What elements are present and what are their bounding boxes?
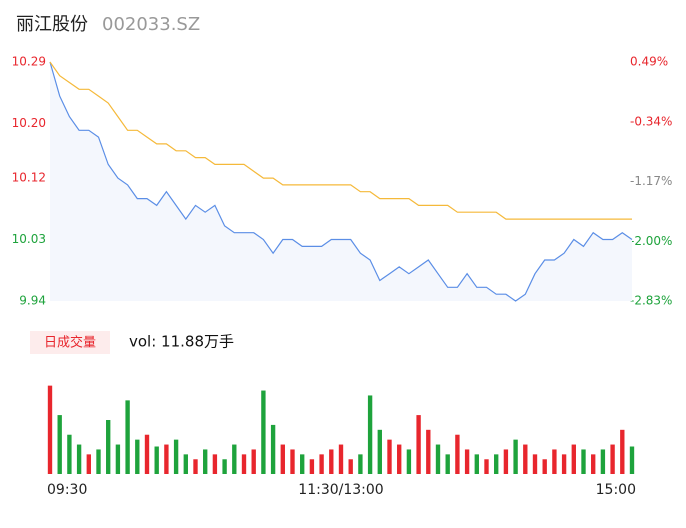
volume-bar: [270, 424, 276, 474]
volume-bar: [629, 446, 635, 474]
y2-tick-label: -2.83%: [630, 294, 672, 308]
volume-bar: [387, 439, 392, 474]
volume-bar: [164, 444, 169, 474]
volume-bar: [426, 429, 431, 474]
volume-bar: [106, 420, 111, 474]
volume-bar: [397, 444, 402, 474]
volume-bar: [300, 454, 305, 474]
volume-bar: [290, 449, 295, 474]
x-tick-label: 15:00: [596, 482, 636, 498]
volume-bar: [484, 459, 489, 474]
volume-bar: [76, 444, 82, 474]
volume-bar: [571, 444, 576, 474]
volume-bar: [338, 444, 344, 474]
volume-bar: [251, 449, 256, 474]
y2-tick-label: 0.49%: [630, 55, 668, 69]
stock-code: 002033.SZ: [102, 14, 200, 35]
stock-name: 丽江股份: [16, 14, 88, 35]
volume-bar: [474, 454, 479, 474]
volume-bar: [173, 439, 179, 474]
volume-bar: [464, 449, 470, 474]
volume-bar: [319, 454, 324, 474]
y-tick-label: 10.20: [12, 116, 46, 130]
volume-bar: [125, 400, 130, 474]
volume-bar: [348, 459, 353, 474]
volume-bar: [261, 390, 266, 474]
price-line: [49, 61, 633, 302]
volume-bar: [377, 429, 382, 474]
volume-bar: [67, 434, 72, 474]
volume-bar: [115, 444, 121, 474]
volume-bar: [542, 459, 547, 474]
volume-bar: [591, 454, 596, 474]
x-tick-label: 11:30/13:00: [298, 482, 383, 498]
volume-bar: [86, 454, 91, 474]
y-tick-label: 10.12: [12, 171, 46, 185]
volume-bar: [329, 449, 334, 474]
volume-bar: [367, 395, 373, 474]
volume-bar: [513, 439, 518, 474]
volume-bar: [47, 385, 53, 474]
y-tick-label: 9.94: [19, 294, 46, 308]
volume-bar: [503, 449, 509, 474]
volume-label: vol: 11.88万手: [129, 333, 234, 351]
volume-bar: [358, 454, 363, 474]
volume-bar: [552, 449, 557, 474]
y-tick-label: 10.29: [12, 55, 46, 69]
volume-bar: [57, 415, 62, 474]
volume-bar: [561, 454, 567, 474]
volume-bar: [154, 446, 159, 474]
volume-bar: [232, 444, 237, 474]
volume-bar: [309, 459, 315, 474]
y2-tick-label: -0.34%: [630, 114, 672, 128]
volume-bar: [523, 444, 528, 474]
volume-bar: [620, 429, 625, 474]
volume-bar: [96, 449, 101, 474]
average-line: [49, 61, 632, 220]
y2-tick-label: -1.17%: [630, 174, 672, 188]
volume-bar: [406, 449, 412, 474]
volume-bar: [532, 454, 538, 474]
volume-bar: [600, 449, 606, 474]
volume-bar: [416, 415, 421, 474]
volume-bar: [435, 444, 441, 474]
y-tick-label: 10.03: [12, 232, 46, 246]
volume-bar: [610, 444, 615, 474]
volume-bar: [222, 459, 227, 474]
volume-bar: [144, 434, 150, 474]
volume-bar: [203, 449, 208, 474]
volume-bar: [494, 454, 499, 474]
volume-bar: [241, 454, 247, 474]
volume-bar: [445, 454, 450, 474]
volume-bar: [212, 454, 218, 474]
volume-bar: [455, 434, 460, 474]
volume-bar: [280, 444, 285, 474]
price-area: [50, 62, 632, 301]
volume-badge: 日成交量: [44, 335, 96, 351]
y2-tick-label: -2.00%: [630, 234, 672, 248]
volume-bar: [135, 439, 140, 474]
badge-bg: [30, 331, 110, 354]
x-tick-label: 09:30: [47, 482, 87, 498]
volume-bar: [581, 449, 586, 474]
volume-bar: [193, 459, 198, 474]
volume-bar: [183, 454, 188, 474]
